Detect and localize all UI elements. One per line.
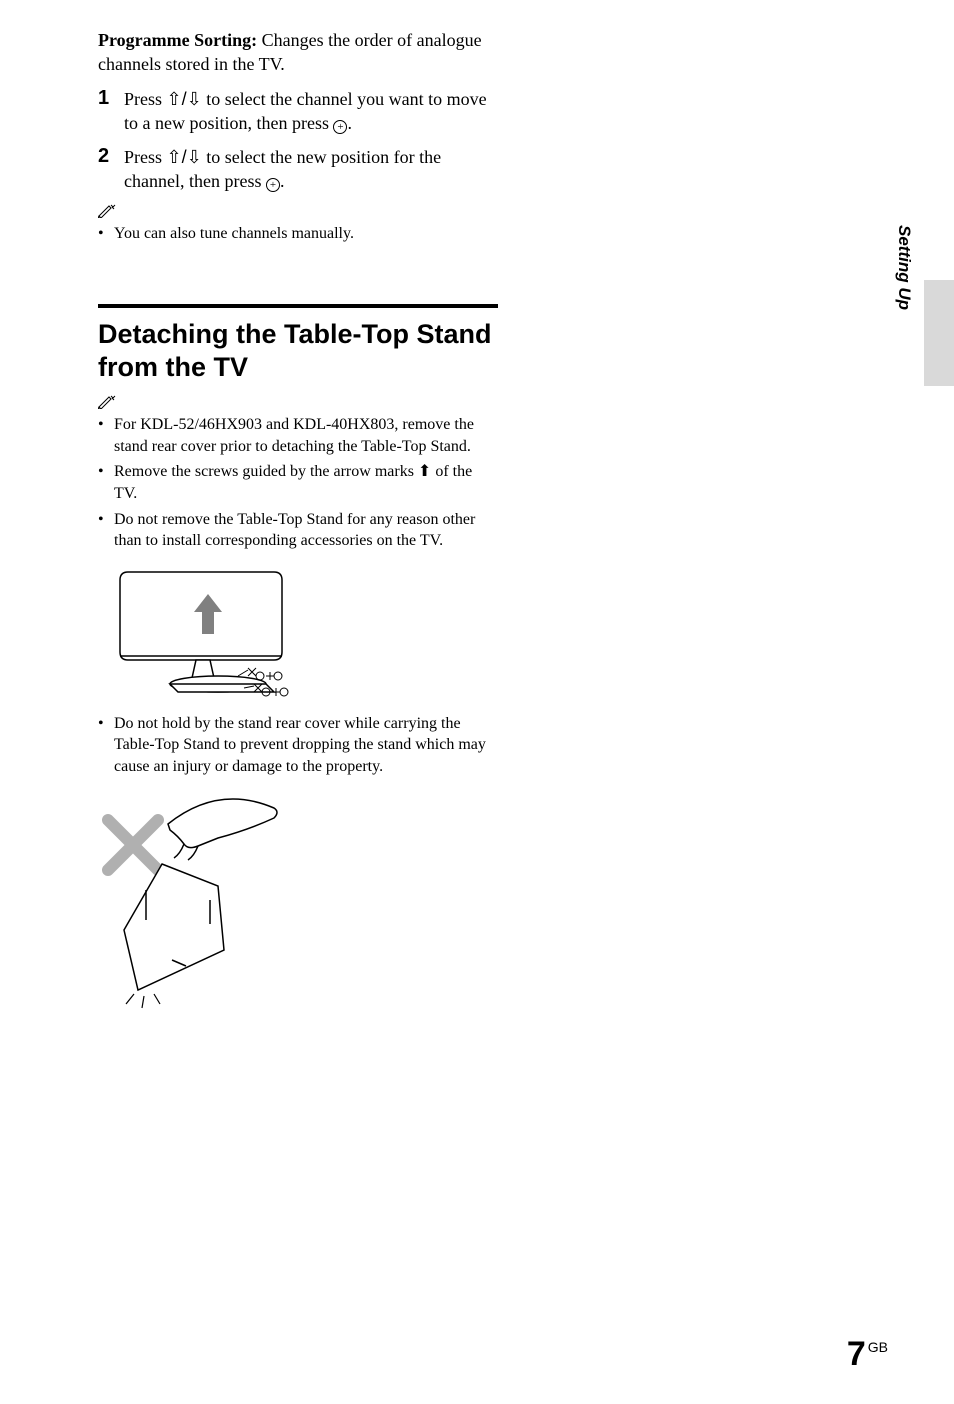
bullet-icon: • xyxy=(98,223,114,245)
bullet-icon: • xyxy=(98,509,114,552)
page-footer: 7GB xyxy=(847,1335,888,1374)
section-rule xyxy=(98,304,498,308)
figure-dont-hold xyxy=(98,790,498,1010)
programme-sorting-label: Programme Sorting: xyxy=(98,30,257,50)
tip-icon-row xyxy=(98,204,498,223)
step-2: 2 Press ⇧/⇩ to select the new position f… xyxy=(98,145,498,194)
notes-list: • For KDL-52/46HX903 and KDL-40HX803, re… xyxy=(98,414,498,552)
notes-list-2: • Do not hold by the stand rear cover wh… xyxy=(98,713,498,778)
tip-icon-row xyxy=(98,395,498,414)
bullet-icon: • xyxy=(98,461,114,504)
list-item: • You can also tune channels manually. xyxy=(98,223,498,245)
side-tab-label: Setting Up xyxy=(894,225,914,310)
bullet-icon: • xyxy=(98,713,114,778)
list-item: • Remove the screws guided by the arrow … xyxy=(98,461,498,504)
list-item: • For KDL-52/46HX903 and KDL-40HX803, re… xyxy=(98,414,498,457)
step-number: 2 xyxy=(98,145,124,194)
programme-sorting-para: Programme Sorting: Changes the order of … xyxy=(98,28,498,77)
tip-list: • You can also tune channels manually. xyxy=(98,223,498,245)
step-text: Press ⇧/⇩ to select the channel you want… xyxy=(124,87,498,136)
plus-icon: + xyxy=(266,178,280,192)
list-item: • Do not hold by the stand rear cover wh… xyxy=(98,713,498,778)
step-text: Press ⇧/⇩ to select the new position for… xyxy=(124,145,498,194)
figure-tv-stand xyxy=(98,564,498,699)
bullet-icon: • xyxy=(98,414,114,457)
plus-icon: + xyxy=(333,120,347,134)
step-number: 1 xyxy=(98,87,124,136)
step-1: 1 Press ⇧/⇩ to select the channel you wa… xyxy=(98,87,498,136)
section-heading: Detaching the Table-Top Stand from the T… xyxy=(98,318,498,383)
programme-steps: 1 Press ⇧/⇩ to select the channel you wa… xyxy=(98,87,498,194)
page-region: GB xyxy=(868,1339,888,1355)
page-number: 7 xyxy=(847,1335,866,1373)
side-tab xyxy=(924,280,954,386)
pencil-note-icon xyxy=(98,395,116,409)
pencil-note-icon xyxy=(98,204,116,218)
list-item: • Do not remove the Table-Top Stand for … xyxy=(98,509,498,552)
